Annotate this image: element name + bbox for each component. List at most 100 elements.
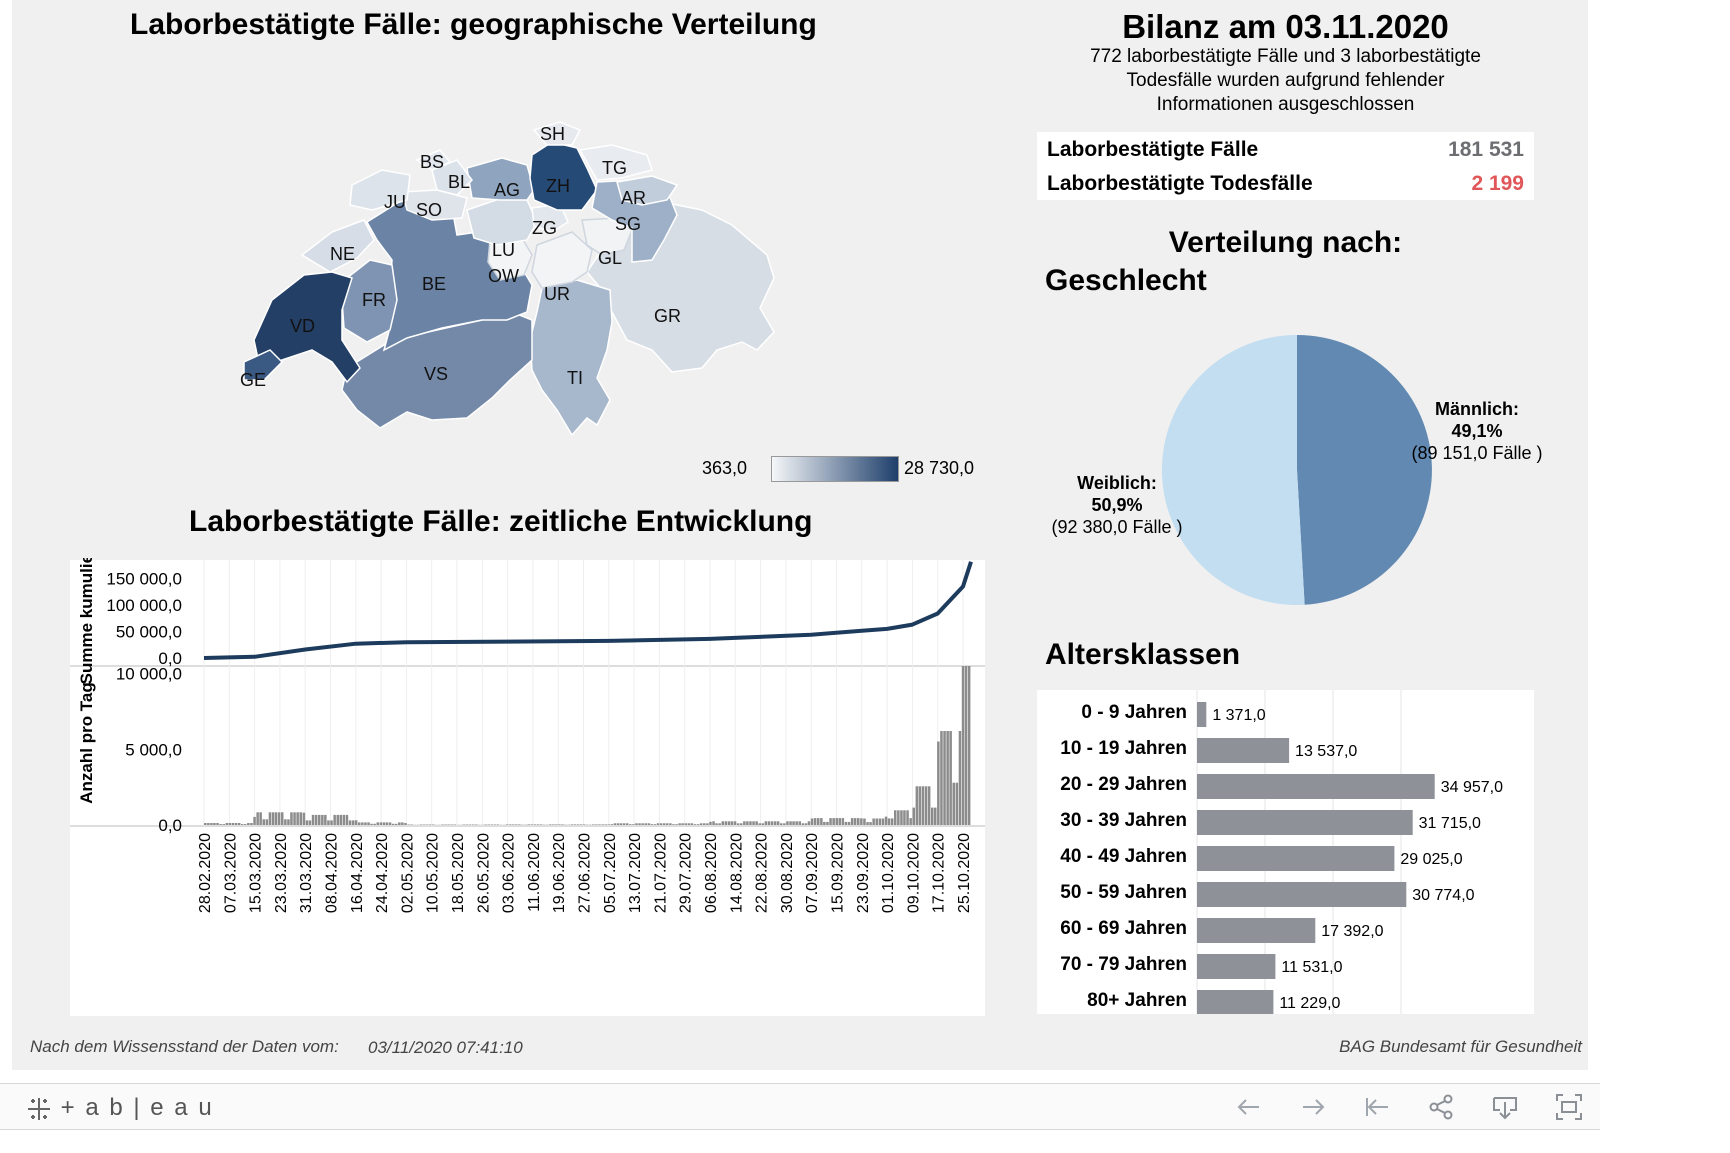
fullscreen-icon[interactable]: [1554, 1092, 1584, 1122]
daily-bar: [721, 821, 724, 825]
daily-bar: [555, 824, 558, 825]
daily-bar: [804, 823, 808, 825]
age-bar-chart[interactable]: 0 - 9 Jahren 1 371,0 10 - 19 Jahren 13 537,…: [1037, 690, 1534, 1014]
daily-bar: [385, 822, 389, 825]
daily-bar: [659, 823, 663, 825]
daily-bar: [955, 782, 959, 825]
age-class-label: 20 - 29 Jahren: [1060, 774, 1187, 795]
daily-bar: [718, 823, 721, 825]
daily-bar: [228, 823, 232, 825]
daily-bar: [552, 824, 555, 825]
daily-bar: [897, 810, 900, 825]
canton-label-ag: AG: [494, 180, 520, 200]
daily-bar: [505, 824, 509, 825]
kpi-row[interactable]: Laborbestätigte Fälle 181 531: [1037, 132, 1534, 166]
top-tick-label: 50 000,0: [116, 623, 182, 642]
daily-bar: [635, 823, 638, 825]
male-pct: 49,1%: [1451, 421, 1503, 441]
daily-bar: [244, 824, 247, 825]
date-tick-label: 05.07.2020: [602, 833, 619, 913]
timeline-title: Laborbestätigte Fälle: zeitliche Entwick…: [189, 505, 813, 538]
daily-bar: [468, 824, 472, 825]
share-icon[interactable]: [1426, 1092, 1456, 1122]
canton-ur[interactable]: [531, 231, 593, 289]
daily-bar: [813, 818, 817, 825]
daily-bar: [967, 666, 971, 825]
age-bar: [1197, 990, 1274, 1014]
age-class-label: 10 - 19 Jahren: [1060, 738, 1187, 759]
canton-ar[interactable]: [616, 175, 679, 206]
daily-bar: [912, 807, 915, 825]
daily-bar: [776, 821, 780, 825]
canton-ag[interactable]: [466, 157, 535, 201]
download-icon[interactable]: [1490, 1092, 1520, 1122]
daily-bar: [213, 823, 216, 825]
daily-bar: [878, 818, 882, 825]
daily-bar: [311, 814, 315, 825]
switzerland-map[interactable]: SH BS BL TG AG ZH JU AR SO SG ZG LU NE G…: [12, 50, 1012, 490]
male-label-text: Männlich:: [1435, 399, 1519, 419]
daily-bar: [595, 824, 598, 825]
daily-bar: [342, 814, 346, 825]
date-tick-label: 23.03.2020: [273, 833, 290, 913]
top-tick-label: 0,0: [158, 649, 182, 668]
daily-bar: [509, 824, 512, 825]
canton-lu[interactable]: [466, 197, 538, 246]
canton-ju[interactable]: [349, 169, 411, 211]
daily-bar: [869, 822, 872, 825]
daily-bar: [382, 822, 386, 825]
daily-bar: [909, 818, 912, 825]
daily-bar: [672, 824, 675, 825]
date-tick-label: 19.06.2020: [551, 833, 568, 913]
date-tick-label: 07.03.2020: [222, 833, 239, 913]
canton-bl[interactable]: [431, 159, 473, 196]
daily-bar: [604, 824, 607, 825]
gender-pie-chart[interactable]: [1152, 325, 1442, 615]
date-tick-label: 21.07.2020: [652, 833, 669, 913]
daily-bar: [484, 824, 487, 825]
undo-icon[interactable]: [1234, 1092, 1264, 1122]
daily-bar: [299, 812, 302, 825]
canton-label-bs: BS: [420, 152, 444, 172]
daily-bar: [475, 824, 478, 825]
daily-bar: [253, 816, 256, 825]
redo-icon[interactable]: [1298, 1092, 1328, 1122]
canton-so[interactable]: [401, 189, 468, 221]
canton-label-lu: LU: [492, 240, 515, 260]
canton-tg[interactable]: [578, 144, 653, 181]
daily-bar: [823, 821, 826, 825]
age-bar: [1197, 738, 1290, 763]
female-label-text: Weiblich:: [1077, 473, 1157, 493]
daily-bar: [512, 824, 515, 825]
canton-ge[interactable]: [243, 349, 284, 381]
age-class-label: 50 - 59 Jahren: [1060, 882, 1187, 903]
daily-bar: [946, 731, 949, 825]
daily-bar: [601, 824, 604, 825]
kpi-row[interactable]: Laborbestätigte Todesfälle 2 199: [1037, 166, 1534, 200]
date-tick-label: 14.08.2020: [728, 833, 745, 913]
daily-bar: [487, 824, 490, 825]
canton-label-vs: VS: [424, 364, 448, 384]
daily-bar: [927, 786, 931, 825]
daily-bar: [943, 731, 946, 825]
age-bar: [1197, 702, 1207, 727]
canton-label-gl: GL: [598, 248, 622, 268]
canton-ti[interactable]: [529, 279, 613, 437]
daily-bar: [219, 824, 222, 825]
date-tick-label: 09.10.2020: [905, 833, 922, 913]
daily-bar: [740, 823, 743, 825]
daily-bar: [256, 812, 259, 825]
daily-bar: [795, 821, 798, 825]
date-tick-label: 26.05.2020: [475, 833, 492, 913]
daily-bar: [850, 818, 854, 825]
revert-icon[interactable]: [1362, 1092, 1392, 1122]
daily-bar: [961, 666, 965, 825]
tableau-logo[interactable]: + a b | e a u: [26, 1094, 214, 1122]
daily-bar: [398, 822, 401, 825]
canton-sh[interactable]: [532, 121, 582, 146]
daily-bar: [875, 818, 878, 825]
daily-bar: [231, 823, 235, 825]
pie-slice-male: [1297, 335, 1432, 605]
bilanz-note: 772 laborbestätigte Fälle und 3 laborbes…: [1037, 45, 1534, 117]
